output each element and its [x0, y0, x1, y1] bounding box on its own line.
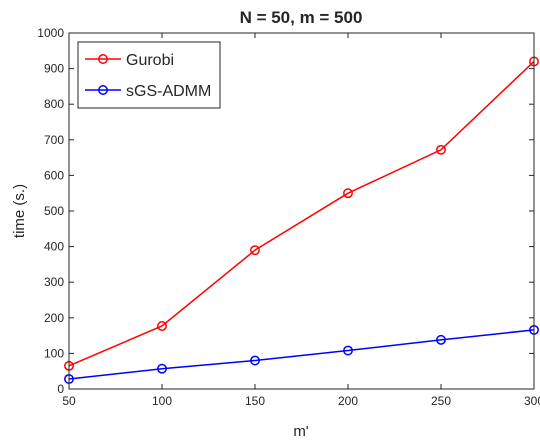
legend: Gurobi sGS-ADMM	[77, 41, 221, 109]
y-tick-label: 200	[44, 311, 64, 325]
x-tick-label: 150	[245, 394, 265, 408]
y-tick-label: 500	[44, 204, 64, 218]
legend-label-sgs-admm: sGS-ADMM	[126, 83, 211, 100]
y-tick-label: 800	[44, 97, 64, 111]
axis-ticks: 50 100 150 200 250 300 0 100 200 300 400 500 600 700 8…	[37, 26, 540, 408]
data-point-sgs-admm	[343, 345, 353, 356]
x-tick-label: 200	[338, 394, 358, 408]
chart-title: N = 50, m = 500	[240, 8, 363, 27]
y-axis-label: time (s.)	[11, 184, 28, 238]
y-tick-label: 300	[44, 275, 64, 289]
y-tick-label: 0	[57, 382, 64, 396]
y-tick-label: 700	[44, 133, 64, 147]
legend-box	[77, 41, 221, 109]
x-tick-label: 100	[152, 394, 172, 408]
series-line-gurobi	[68, 60, 535, 367]
y-tick-label: 400	[44, 240, 64, 254]
series-line-sgs-admm	[68, 329, 535, 380]
data-point-gurobi	[250, 245, 260, 256]
data-point-sgs-admm	[250, 355, 260, 366]
y-tick-label: 600	[44, 168, 64, 182]
data-point-gurobi	[343, 188, 353, 199]
y-tick-label: 900	[44, 62, 64, 76]
x-tick-label: 250	[431, 394, 451, 408]
data-point-sgs-admm	[436, 334, 446, 345]
data-point-sgs-admm	[157, 363, 167, 374]
legend-marker-gurobi	[98, 54, 108, 64]
data-point-gurobi	[157, 321, 167, 331]
data-point-gurobi	[436, 144, 446, 155]
y-tick-label: 1000	[37, 26, 64, 40]
x-axis-label: m'	[293, 423, 308, 440]
x-tick-label: 50	[62, 394, 76, 408]
legend-marker-sgs-admm	[98, 85, 108, 95]
y-tick-label: 100	[44, 346, 64, 360]
legend-label-gurobi: Gurobi	[126, 52, 174, 69]
x-tick-label: 300	[524, 394, 540, 408]
